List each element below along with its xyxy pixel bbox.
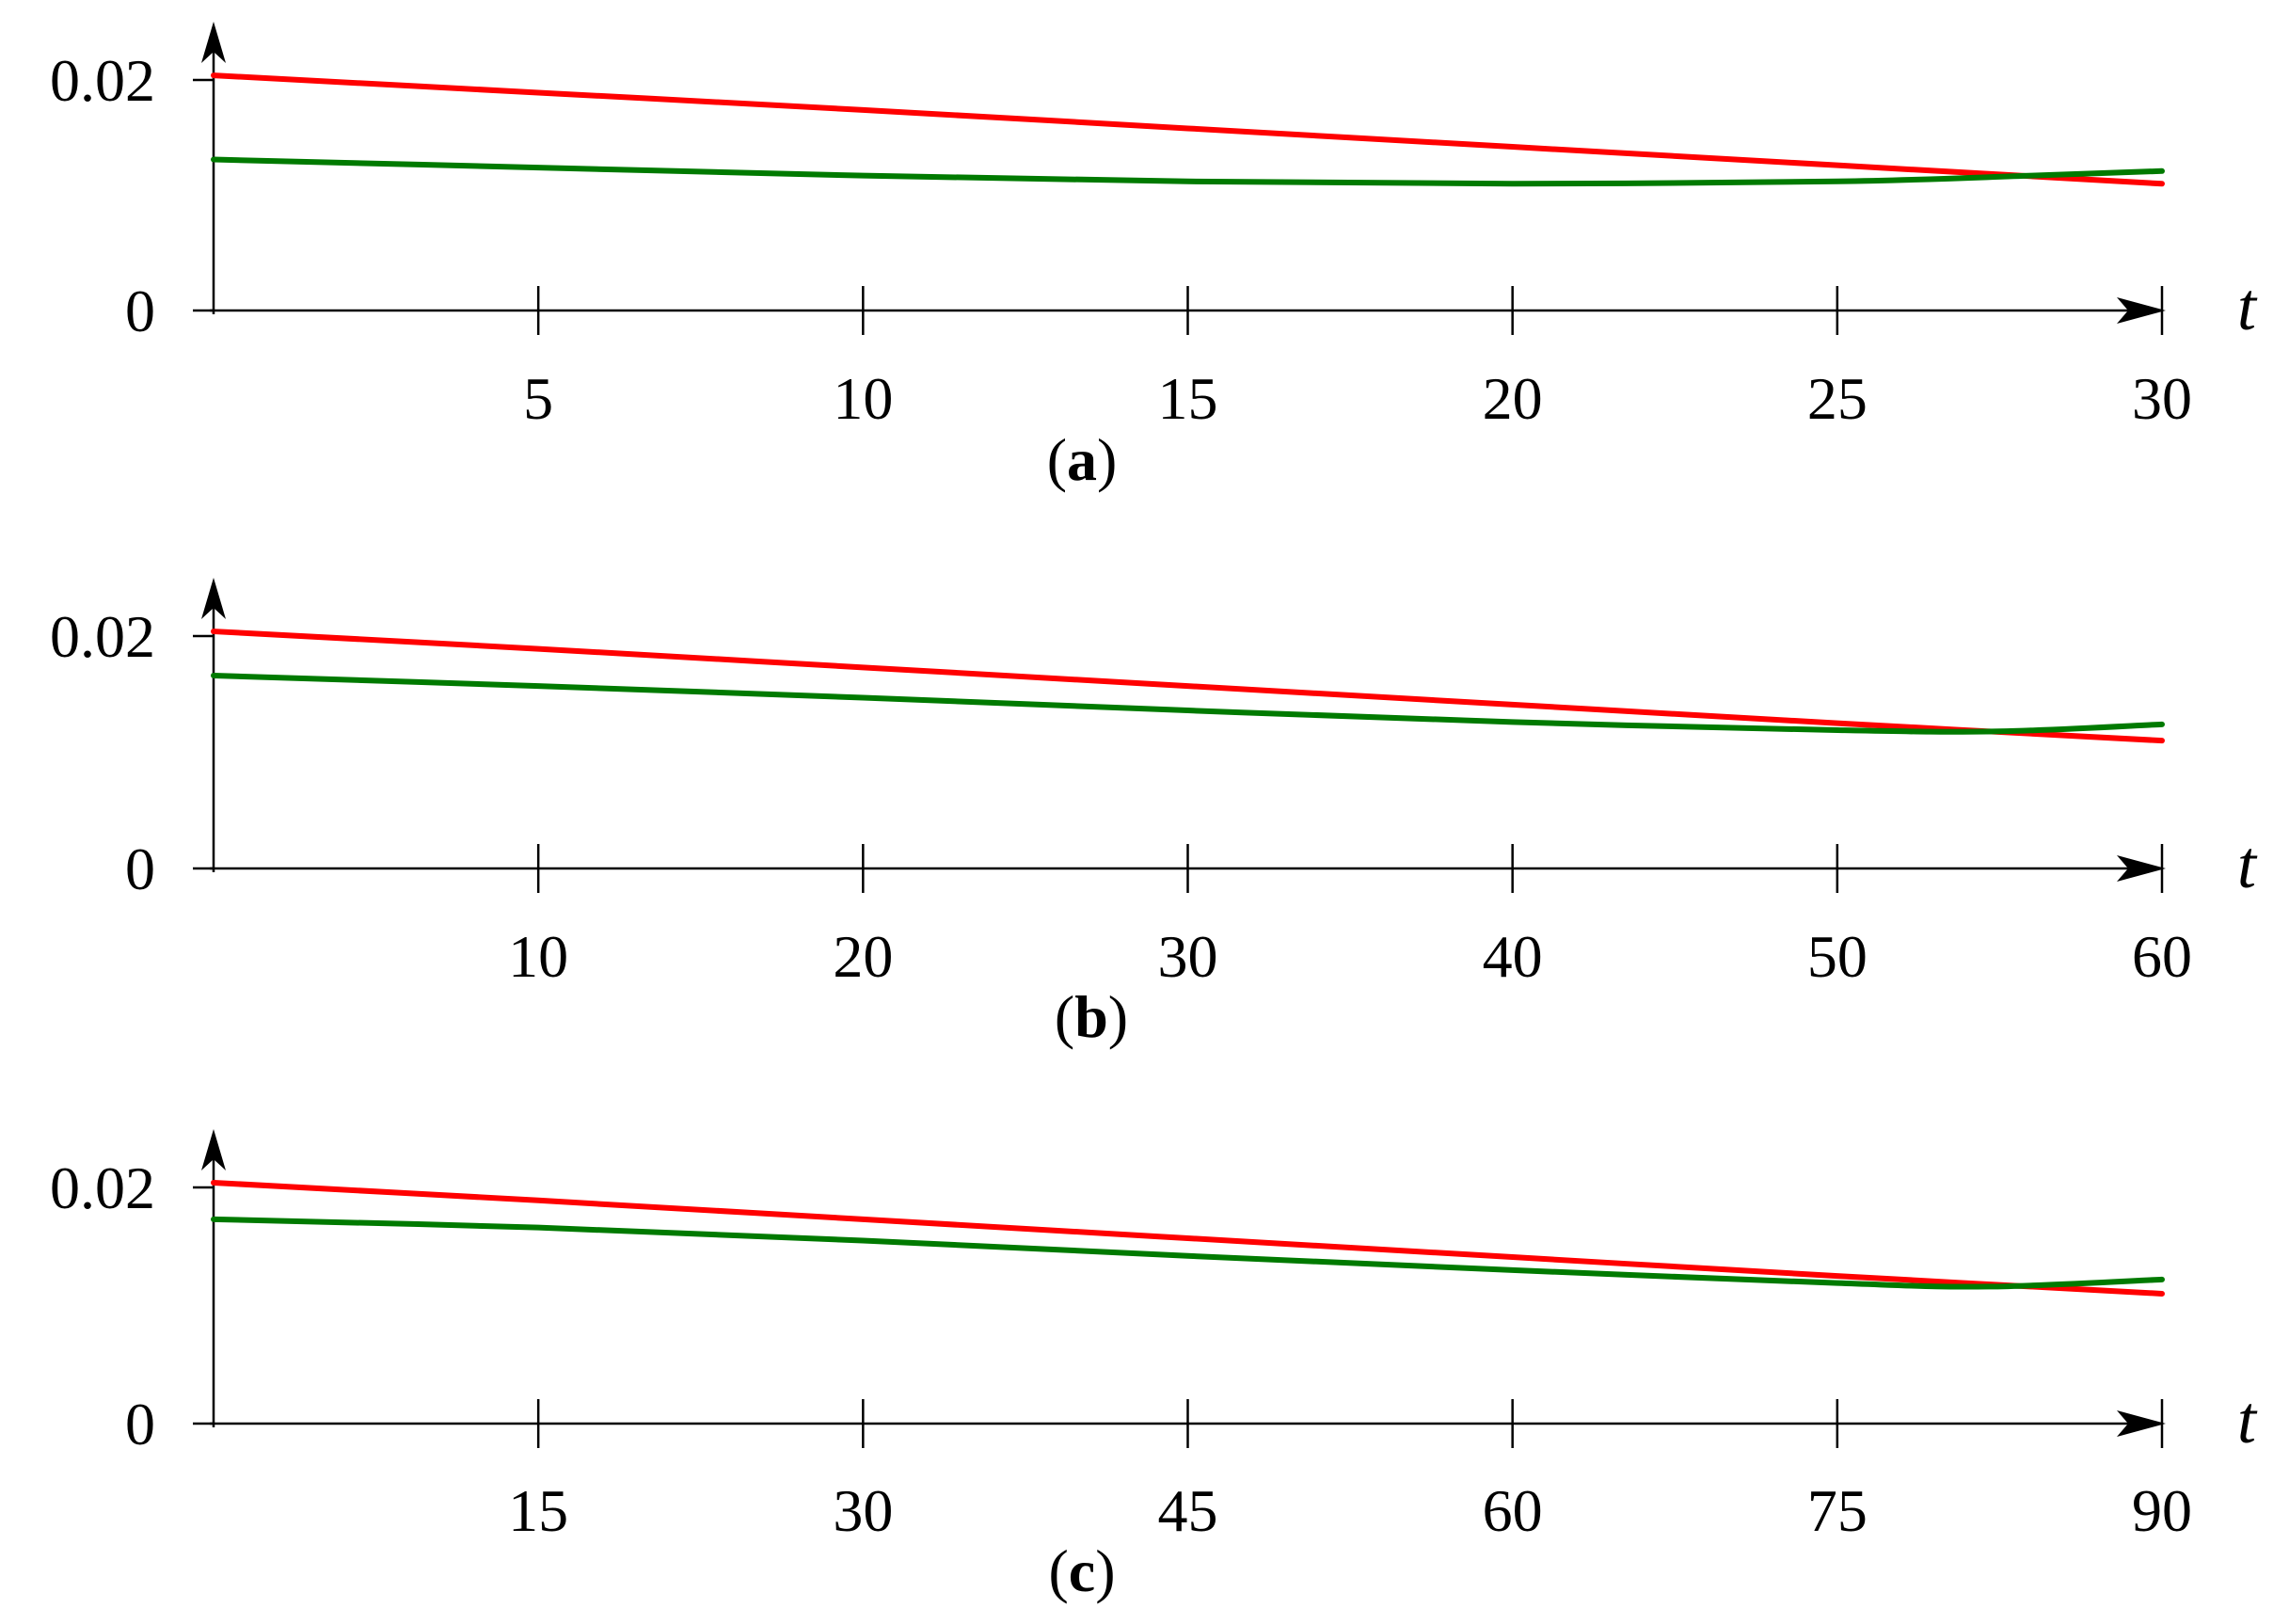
x-tick-label: 15 bbox=[508, 1477, 568, 1544]
x-axis-arrowhead bbox=[2117, 297, 2166, 324]
panel-label: (c) bbox=[1048, 1537, 1115, 1604]
series-line-1 bbox=[211, 1179, 2165, 1297]
x-tick-label: 30 bbox=[833, 1477, 893, 1544]
x-tick-label: 10 bbox=[508, 923, 568, 990]
panel-a: 5 10 15 20 25 30 0 0.02 t (a) bbox=[50, 22, 2258, 493]
y-tick-label: 0.02 bbox=[50, 603, 155, 670]
panel-letter: c bbox=[1069, 1537, 1095, 1604]
x-tick-label: 45 bbox=[1158, 1477, 1218, 1544]
y-tick-label: 0 bbox=[125, 1391, 155, 1457]
x-axis-label: t bbox=[2237, 269, 2258, 344]
x-tick-label: 40 bbox=[1483, 923, 1543, 990]
x-tick-label: 30 bbox=[2132, 365, 2192, 432]
x-axis-label: t bbox=[2237, 827, 2258, 902]
x-tick-label: 90 bbox=[2132, 1477, 2192, 1544]
x-tick-label: 75 bbox=[1807, 1477, 1868, 1544]
panel-letter: a bbox=[1067, 426, 1097, 493]
y-axis-arrowhead bbox=[201, 578, 226, 619]
panel-c: 15 30 45 60 75 90 0 0.02 t (c) bbox=[50, 1129, 2258, 1604]
series-line-1 bbox=[211, 72, 2165, 187]
series-line-2 bbox=[211, 156, 2165, 187]
y-tick-label: 0 bbox=[125, 836, 155, 902]
panel-label: (a) bbox=[1047, 426, 1118, 493]
x-axis-label: t bbox=[2237, 1382, 2258, 1457]
series-line-1 bbox=[211, 629, 2165, 744]
panel-label: (b) bbox=[1055, 983, 1128, 1050]
x-axis-arrowhead bbox=[2117, 1410, 2166, 1437]
y-tick-label: 0.02 bbox=[50, 1154, 155, 1221]
y-tick-label: 0.02 bbox=[50, 47, 155, 114]
y-axis-arrowhead bbox=[201, 22, 226, 63]
x-tick-label: 60 bbox=[2132, 923, 2192, 990]
x-tick-label: 25 bbox=[1807, 365, 1868, 432]
x-tick-label: 20 bbox=[1483, 365, 1543, 432]
x-tick-label: 5 bbox=[523, 365, 553, 432]
x-tick-label: 15 bbox=[1158, 365, 1218, 432]
x-tick-label: 10 bbox=[833, 365, 893, 432]
series-line-2 bbox=[211, 1216, 2165, 1290]
y-tick-label: 0 bbox=[125, 278, 155, 344]
y-axis-arrowhead bbox=[201, 1129, 226, 1170]
series-line-2 bbox=[211, 672, 2165, 735]
panel-letter: b bbox=[1074, 983, 1108, 1050]
x-tick-label: 20 bbox=[833, 923, 893, 990]
x-axis-arrowhead bbox=[2117, 855, 2166, 882]
panel-b: 10 20 30 40 50 60 0 0.02 t (b) bbox=[50, 578, 2258, 1050]
x-tick-label: 50 bbox=[1807, 923, 1868, 990]
x-tick-label: 30 bbox=[1158, 923, 1218, 990]
x-tick-label: 60 bbox=[1483, 1477, 1543, 1544]
